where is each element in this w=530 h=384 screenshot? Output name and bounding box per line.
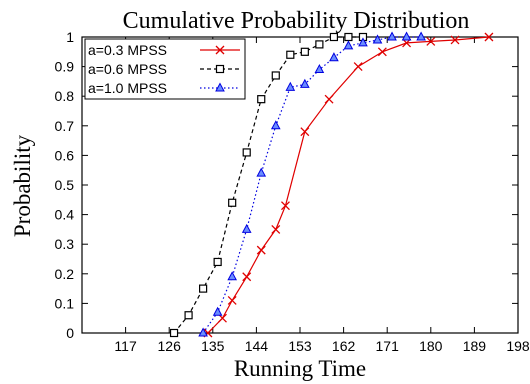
series-1-point-14 <box>484 32 494 42</box>
y-tick-label-1: 0.1 <box>55 295 75 311</box>
series-2-point-8 <box>286 50 295 59</box>
y-tick-label-10: 1 <box>66 29 74 45</box>
series-1-point-10 <box>377 47 387 57</box>
x-tick-label-1: 126 <box>158 338 182 354</box>
series-line-3 <box>202 36 422 334</box>
series-3-point-5 <box>270 120 281 130</box>
series-3-point-10 <box>343 40 354 50</box>
series-2-point-10 <box>315 40 324 49</box>
series-1-point-2 <box>227 295 237 305</box>
x-tick-label-6: 171 <box>376 338 400 354</box>
x-tick-label-3: 144 <box>245 338 269 354</box>
series-line-1 <box>207 36 489 334</box>
series-2-point-5 <box>242 148 251 157</box>
series-3-point-8 <box>314 63 325 74</box>
series-1-point-12 <box>426 36 436 46</box>
y-tick-label-0: 0 <box>66 325 74 341</box>
series-2-point-11 <box>329 32 339 42</box>
series-3-point-12 <box>372 34 383 44</box>
x-tick-label-4: 153 <box>288 338 312 354</box>
series-2-point-9 <box>300 47 309 56</box>
x-tick-label-8: 189 <box>463 338 487 354</box>
series-3-point-11 <box>358 37 368 47</box>
series-3-point-0 <box>198 327 208 337</box>
y-tick-label-7: 0.7 <box>55 118 75 134</box>
series-1 <box>203 32 494 338</box>
series-layer <box>169 31 494 338</box>
legend-label-2: a=0.6 MPSS <box>88 61 167 77</box>
legend-marker-3 <box>215 82 225 92</box>
series-3-point-1 <box>212 306 223 316</box>
x-tick-label-7: 180 <box>419 338 443 354</box>
y-tick-label-8: 0.8 <box>55 88 75 104</box>
series-3-point-9 <box>329 52 339 62</box>
series-2-point-3 <box>213 257 222 267</box>
series-2-point-6 <box>257 95 266 104</box>
chart-title: Cumulative Probability Distribution <box>123 8 470 34</box>
series-2-point-7 <box>271 71 280 80</box>
series-2-point-0 <box>169 328 179 338</box>
legend: a=0.3 MPSS a=0.6 MPSS a=1.0 MPSS <box>84 38 246 100</box>
series-3-point-4 <box>256 167 267 177</box>
series-1-point-9 <box>353 62 363 72</box>
series-3-point-14 <box>401 31 412 41</box>
series-3-point-15 <box>416 31 426 41</box>
series-1-point-7 <box>300 127 310 137</box>
series-3-point-13 <box>387 31 397 41</box>
series-3-point-7 <box>300 78 310 88</box>
x-tick-label-2: 135 <box>201 338 225 354</box>
series-1-point-13 <box>450 35 460 45</box>
y-axis: 0 0.1 0.2 0.3 0.4 0.5 0.6 0.7 0.8 0.9 1 <box>55 29 518 341</box>
legend-marker-2 <box>215 64 225 74</box>
y-tick-label-3: 0.3 <box>55 236 75 252</box>
series-1-point-5 <box>271 224 281 234</box>
series-1-point-3 <box>242 272 252 282</box>
legend-label-3: a=1.0 MPSS <box>88 80 167 96</box>
legend-marker-1 <box>215 45 225 55</box>
y-tick-label-9: 0.9 <box>55 59 75 75</box>
x-tick-label-0: 117 <box>114 338 137 354</box>
series-2-point-4 <box>228 198 237 207</box>
y-tick-label-4: 0.4 <box>55 207 75 223</box>
y-tick-label-2: 0.2 <box>55 266 75 282</box>
series-3-point-2 <box>227 271 238 281</box>
x-axis: 117 126 135 144 153 162 171 180 189 198 <box>114 37 530 354</box>
series-1-point-6 <box>281 201 290 211</box>
series-3 <box>198 31 426 337</box>
series-2-point-1 <box>184 311 193 320</box>
y-tick-label-6: 0.6 <box>55 147 75 163</box>
y-tick-label-5: 0.5 <box>55 177 75 193</box>
x-tick-label-5: 162 <box>332 338 356 354</box>
x-axis-label: Running Time <box>234 356 366 381</box>
series-2 <box>169 32 368 338</box>
legend-label-1: a=0.3 MPSS <box>88 42 167 58</box>
series-2-point-12 <box>344 32 353 42</box>
series-1-point-8 <box>324 94 334 104</box>
y-axis-label: Probability <box>10 134 35 237</box>
series-2-point-2 <box>199 284 208 293</box>
series-3-point-6 <box>285 81 296 91</box>
series-1-point-4 <box>256 245 266 255</box>
series-3-point-3 <box>241 223 252 233</box>
x-tick-label-9: 198 <box>506 338 530 354</box>
